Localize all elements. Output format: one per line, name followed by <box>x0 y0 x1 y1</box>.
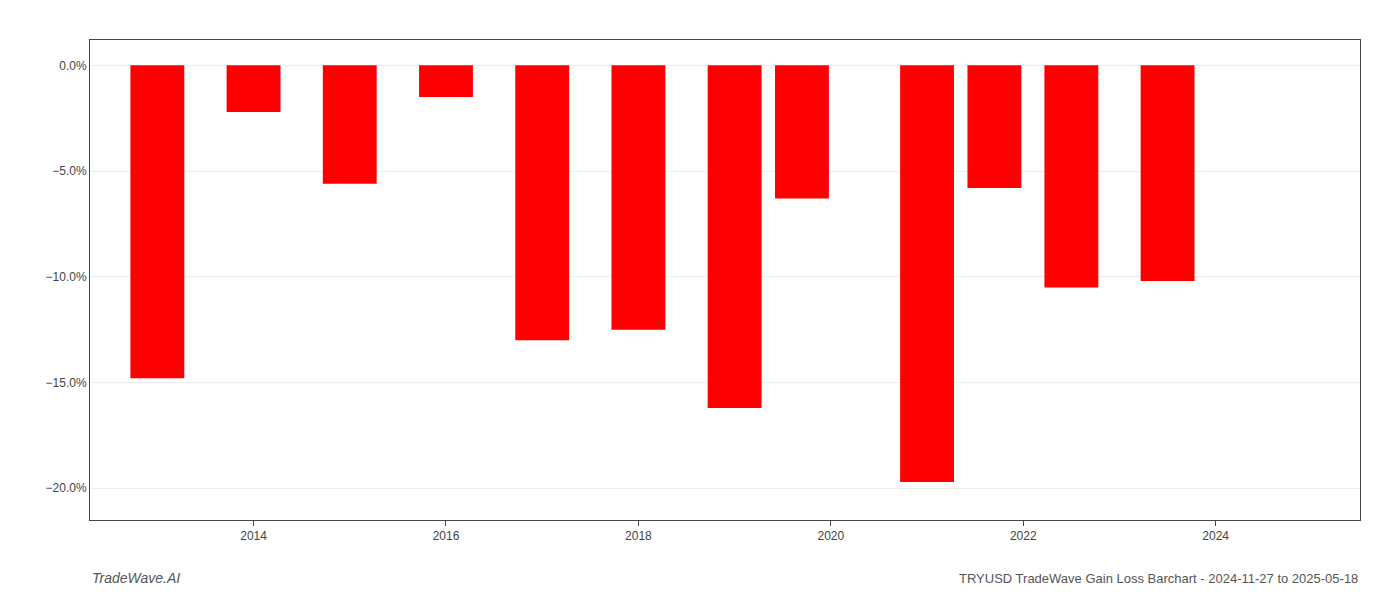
svg-text:2014: 2014 <box>240 529 267 543</box>
svg-text:2018: 2018 <box>625 529 652 543</box>
svg-text:−15.0%: −15.0% <box>46 376 87 390</box>
svg-text:TRYUSD TradeWave Gain Loss Bar: TRYUSD TradeWave Gain Loss Barchart - 20… <box>959 571 1358 586</box>
svg-text:TradeWave.AI: TradeWave.AI <box>92 570 180 586</box>
svg-text:2024: 2024 <box>1202 529 1229 543</box>
svg-text:0.0%: 0.0% <box>59 59 87 73</box>
svg-text:2016: 2016 <box>433 529 460 543</box>
svg-text:−20.0%: −20.0% <box>46 481 87 495</box>
svg-text:−10.0%: −10.0% <box>46 270 87 284</box>
svg-text:−5.0%: −5.0% <box>52 164 87 178</box>
svg-text:2020: 2020 <box>817 529 844 543</box>
svg-text:2022: 2022 <box>1010 529 1037 543</box>
